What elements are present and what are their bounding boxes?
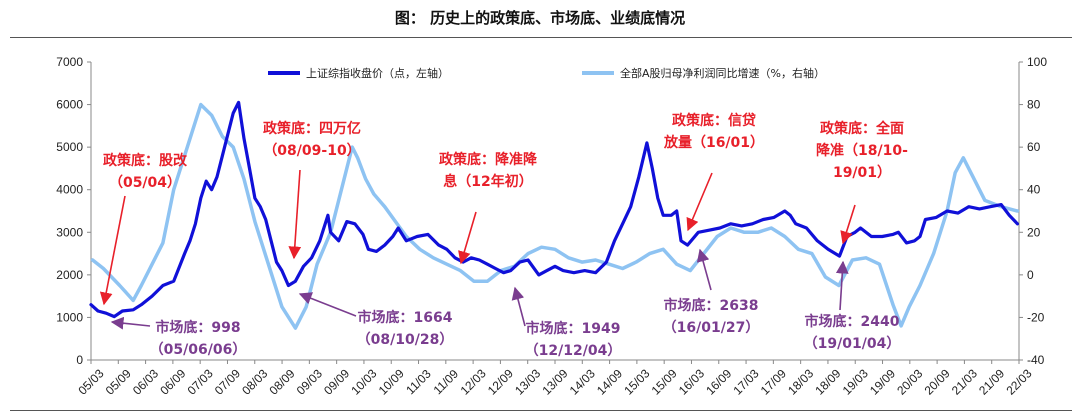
x-tick-label: 20/09	[922, 366, 953, 397]
x-tick-label: 15/09	[649, 366, 680, 397]
right-tick-label: 0	[1027, 268, 1034, 282]
x-tick-label: 18/09	[812, 366, 843, 397]
left-tick-label: 7000	[56, 55, 83, 69]
market-bottom-label: 市场底：2440	[805, 313, 900, 330]
right-tick-label: -40	[1027, 353, 1045, 367]
market-bottom-label: （12/12/04）	[525, 343, 622, 359]
x-tick-label: 21/03	[949, 366, 980, 397]
x-tick-label: 13/03	[512, 366, 543, 397]
right-tick-label: 20	[1027, 225, 1041, 239]
policy-bottom-label: （05/04）	[109, 175, 181, 191]
market-bottom-label: （16/01/27）	[663, 320, 760, 336]
chart-title: 图： 历史上的政策底、市场底、业绩底情况	[394, 9, 686, 27]
x-tick-label: 10/09	[376, 366, 407, 397]
x-tick-label: 12/09	[485, 366, 516, 397]
x-tick-label: 07/09	[212, 366, 243, 397]
left-tick-label: 4000	[56, 183, 83, 197]
right-tick-label: 100	[1027, 55, 1047, 69]
x-tick-label: 19/03	[840, 366, 871, 397]
x-tick-label: 11/09	[431, 367, 462, 398]
policy-bottom-label: 放量（16/01）	[663, 134, 764, 151]
x-tick-label: 09/09	[321, 366, 352, 397]
legend: 上证综指收盘价（点，左轴） 全部A股归母净利润同比增速（%，右轴）	[268, 66, 825, 80]
policy-bottom-label: 政策底：股改	[103, 152, 188, 169]
x-tick-label: 10/03	[348, 366, 379, 397]
market-bottom-label: 市场底：2638	[664, 297, 759, 314]
annotations-group: 政策底：股改 （05/04） 政策底：四万亿 （08/09-10） 政策底：降准降息（1…	[99, 112, 908, 359]
left-tick-label: 6000	[56, 98, 83, 112]
left-tick-label: 2000	[56, 268, 83, 282]
policy-bottom-label: 政策底：信贷	[672, 112, 756, 129]
x-tick-label: 11/03	[403, 367, 434, 398]
x-tick-label: 22/03	[1003, 366, 1034, 397]
policy-bottom-label: 息（12年初）	[443, 173, 532, 190]
policy-bottom-arrow	[686, 172, 713, 232]
policy-bottom-arrow	[840, 204, 856, 245]
profit-growth-line	[90, 102, 1020, 330]
x-tick-label: 05/09	[103, 366, 134, 397]
market-bottom-arrow	[696, 248, 712, 291]
policy-bottom-label: 政策底：降准降	[439, 151, 538, 168]
x-tick-label: 08/09	[266, 366, 297, 397]
market-bottom-arrow	[110, 316, 151, 330]
market-bottom-label: 市场底：1664	[358, 309, 453, 326]
market-bottom-arrow	[835, 260, 849, 311]
x-tick-label: 16/09	[703, 366, 734, 397]
right-tick-label: 60	[1027, 140, 1041, 154]
market-bottom-label: 市场底：998	[155, 319, 240, 336]
market-bottom-label: （05/06/06）	[150, 342, 247, 358]
x-tick-label: 08/03	[239, 366, 270, 397]
x-tick-label: 12/03	[458, 366, 489, 397]
right-tick-label: -20	[1027, 310, 1045, 324]
x-tick-label: 09/03	[294, 366, 325, 397]
policy-bottom-arrow	[458, 211, 477, 265]
market-bottom-arrow	[298, 292, 357, 317]
x-tick-label: 21/09	[976, 366, 1007, 397]
market-bottom-label: （19/01/04）	[804, 336, 901, 352]
x-tick-label: 07/03	[185, 366, 216, 397]
x-tick-label: 15/03	[621, 366, 652, 397]
left-tick-label: 1000	[56, 310, 83, 324]
right-tick-label: 40	[1027, 183, 1041, 197]
x-tick-label: 18/03	[785, 366, 816, 397]
x-tick-label: 20/03	[894, 366, 925, 397]
x-tick-label: 19/09	[867, 366, 898, 397]
legend-label-profit: 全部A股归母净利润同比增速（%，右轴）	[620, 66, 825, 80]
title-divider	[10, 37, 1072, 38]
bottom-divider	[10, 410, 1072, 411]
x-tick-label: 13/09	[539, 366, 570, 397]
left-tick-label: 0	[76, 353, 83, 367]
x-tick-label: 17/09	[758, 366, 789, 397]
x-tick-label: 14/03	[567, 366, 598, 397]
right-tick-label: 80	[1027, 98, 1041, 112]
policy-bottom-label: 政策底：全面	[820, 120, 904, 137]
policy-bottom-arrow	[288, 169, 302, 260]
left-tick-label: 3000	[56, 225, 83, 239]
policy-bottom-label: 19/01）	[833, 165, 891, 181]
x-tick-label: 06/09	[157, 366, 188, 397]
market-bottom-arrow	[511, 286, 526, 327]
chart-title-bar: 图： 历史上的政策底、市场底、业绩底情况	[0, 0, 1080, 38]
x-tick-label: 06/03	[130, 366, 161, 397]
policy-bottom-label: 政策底：四万亿	[263, 120, 361, 137]
x-tick-label: 16/03	[676, 366, 707, 397]
policy-bottom-label: 降准（18/10-	[816, 142, 908, 159]
policy-bottom-arrow	[99, 195, 126, 306]
legend-label-sse: 上证综指收盘价（点，左轴）	[306, 66, 449, 80]
left-tick-label: 5000	[56, 140, 83, 154]
x-tick-label: 17/03	[730, 366, 761, 397]
series-profit-growth	[90, 102, 1020, 330]
x-tick-label: 05/03	[75, 366, 106, 397]
market-bottom-label: 市场底：1949	[526, 320, 621, 337]
x-tick-label: 14/09	[594, 366, 625, 397]
policy-bottom-label: （08/09-10）	[263, 143, 360, 159]
market-bottom-label: （08/10/28）	[357, 332, 454, 348]
